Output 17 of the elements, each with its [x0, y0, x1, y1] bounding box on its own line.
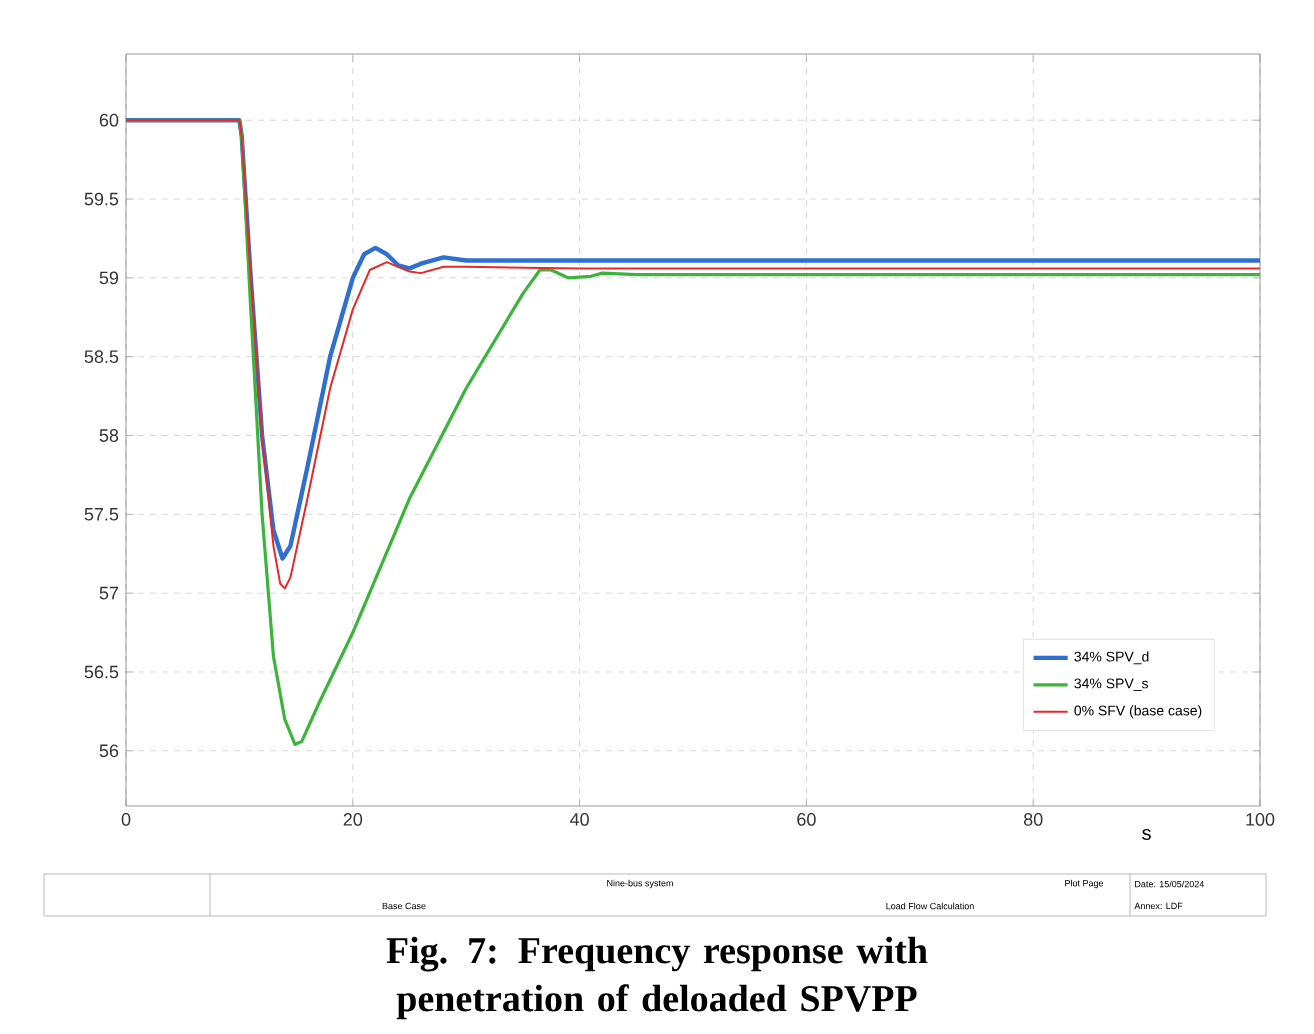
- y-tick-label: 56.5: [84, 665, 119, 679]
- x-tick-label: 40: [570, 813, 589, 826]
- y-tick-label: 59.5: [84, 192, 119, 206]
- y-tick-label: 59: [99, 271, 119, 285]
- y-tick-label: 58.5: [84, 350, 119, 364]
- x-tick-label: 0: [121, 813, 131, 826]
- y-tick-label: 60: [99, 113, 119, 127]
- x-tick-label: 20: [343, 813, 363, 826]
- x-tick-label: 100: [1246, 813, 1275, 826]
- text: Fig. 7: Frequency response with penetration of deloaded SPVPP: [386, 936, 928, 1020]
- x-tick-label: 80: [1023, 813, 1043, 826]
- y-tick-label: 58: [99, 429, 119, 442]
- y-tick-label: 57.5: [84, 508, 119, 521]
- y-tick-label: 57: [99, 586, 119, 600]
- x-axis-title: s: [1142, 829, 1151, 840]
- x-tick-label: 60: [797, 813, 816, 826]
- y-tick-label: 56: [99, 744, 119, 758]
